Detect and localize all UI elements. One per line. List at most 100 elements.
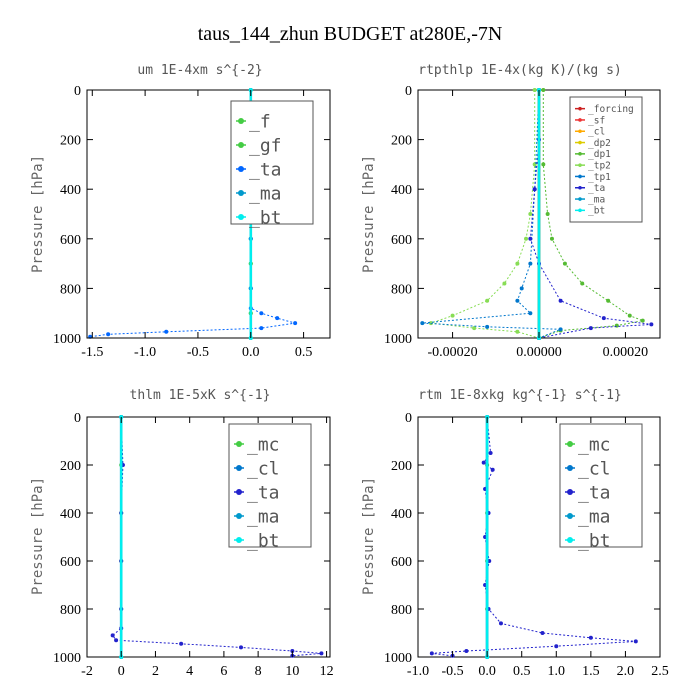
x-tick-label: 1.5	[582, 664, 600, 679]
panel-title: rtm 1E-8xkg kg^{-1} s^{-1}	[418, 388, 622, 403]
legend: _f _gf _ta _ma _bt	[230, 100, 314, 228]
x-tick-label: 6	[220, 664, 227, 679]
legend-marker	[236, 537, 242, 543]
y-tick-label: 600	[60, 233, 81, 248]
legend-marker	[236, 465, 242, 471]
legend-label: _dp1	[588, 149, 611, 160]
y-tick-label: 400	[60, 507, 81, 522]
legend-label: _sf	[588, 115, 605, 126]
series-point	[515, 298, 520, 303]
y-tick-label: 200	[391, 134, 412, 149]
legend-label: _cl	[578, 458, 611, 479]
x-tick-label: 4	[186, 664, 193, 679]
legend-label: _bt	[249, 207, 282, 228]
series-point	[633, 639, 638, 644]
series-point	[528, 261, 533, 266]
legend-label: _ma	[249, 183, 282, 204]
legend-marker	[578, 106, 582, 111]
series-point	[558, 327, 563, 332]
series-point	[259, 326, 264, 331]
series-point	[485, 324, 490, 329]
series-point	[110, 633, 115, 638]
legend-marker	[578, 152, 582, 156]
series-point	[540, 631, 545, 635]
series-point	[627, 313, 632, 318]
legend-marker	[578, 174, 582, 179]
legend: _forcing_sf_cl_dp2_dp1_tp2_tp1_ta_ma_bt	[569, 96, 643, 223]
legend-label: _bt	[247, 530, 280, 551]
series-point	[606, 298, 611, 303]
series-point	[558, 298, 563, 303]
legend-marker	[236, 513, 242, 519]
panel-title: thlm 1E-5xK s^{-1}	[130, 388, 271, 403]
series-point	[562, 261, 567, 266]
legend-label: _mc	[247, 434, 280, 455]
series-point	[528, 236, 533, 241]
y-axis-label: Pressure [hPa]	[30, 155, 46, 273]
panel-title: rtpthlp 1E-4x(kg K)/(kg s)	[418, 63, 622, 78]
y-tick-label: 1000	[384, 651, 412, 666]
series-point	[293, 321, 298, 326]
plot-frame	[417, 416, 661, 658]
series-point	[179, 641, 184, 646]
series-point	[464, 649, 469, 653]
legend-label: _ta	[249, 159, 282, 180]
x-tick-label: -0.5	[187, 345, 209, 360]
series-point	[485, 298, 490, 303]
y-tick-label: 800	[391, 603, 412, 618]
series-point	[541, 88, 546, 92]
x-tick-label: 0.5	[295, 345, 313, 360]
y-tick-label: 800	[391, 282, 412, 297]
legend-label: _ta	[588, 183, 605, 194]
legend-label: _ma	[578, 506, 611, 527]
legend: _mc _cl _ta _ma _bt	[228, 423, 312, 551]
panel-thlm: thlm 1E-5xK s^{-1} Pressure [hPa] -2 0 2 4 6…	[30, 388, 334, 679]
legend-marker	[567, 465, 573, 471]
y-tick-label: 800	[60, 603, 81, 618]
legend-label: _ma	[588, 194, 605, 205]
legend-marker	[578, 185, 582, 190]
x-tick-label: -2	[81, 664, 93, 679]
legend-marker	[567, 537, 573, 543]
y-tick-label: 1000	[53, 651, 81, 666]
y-tick-label: 400	[60, 183, 81, 198]
x-tick-label: 0	[118, 664, 125, 679]
legend-label: _bt	[578, 530, 611, 551]
x-tick-label: -1.0	[134, 345, 156, 360]
y-tick-label: 400	[391, 507, 412, 522]
legend-marker	[236, 441, 242, 447]
y-axis-label: Pressure [hPa]	[361, 155, 377, 273]
series-point	[588, 635, 593, 640]
y-axis-label: Pressure [hPa]	[361, 477, 377, 595]
legend-marker	[236, 489, 242, 495]
x-tick-label: 12	[320, 664, 334, 679]
panel-um: um 1E-4xm s^{-2} Pressure [hPa] -1.5 -1.0…	[30, 63, 331, 360]
series-point	[319, 651, 324, 656]
ticks-layer: -2 0 2 4 6 8 10 12 0 200 400 600 800 1000	[53, 411, 334, 679]
ticks-layer: -1.5 -1.0 -0.5 0.0 0.5 0 200 400 600 800 1000	[53, 84, 330, 360]
x-tick-label: -1.0	[407, 664, 429, 679]
legend-label: _forcing	[588, 104, 634, 115]
legend-box	[569, 96, 643, 223]
legend-marker	[567, 513, 573, 519]
legend-label: _ta	[578, 482, 611, 503]
series-point	[114, 638, 119, 643]
series-point	[532, 187, 537, 192]
y-tick-label: 600	[391, 555, 412, 570]
y-tick-label: 400	[391, 183, 412, 198]
series-point	[420, 321, 425, 326]
legend-marker	[578, 163, 582, 167]
x-tick-label: 10	[285, 664, 299, 679]
x-tick-label: -0.5	[441, 664, 463, 679]
series-point	[515, 261, 520, 266]
y-tick-label: 600	[391, 233, 412, 248]
series-point	[106, 332, 111, 337]
legend-label: _cl	[247, 458, 280, 479]
legend-marker	[238, 214, 244, 220]
series-point	[532, 88, 537, 92]
series-point	[259, 311, 264, 316]
x-tick-label: 0.0	[478, 664, 496, 679]
series-point	[545, 212, 550, 216]
series-point	[498, 621, 503, 626]
